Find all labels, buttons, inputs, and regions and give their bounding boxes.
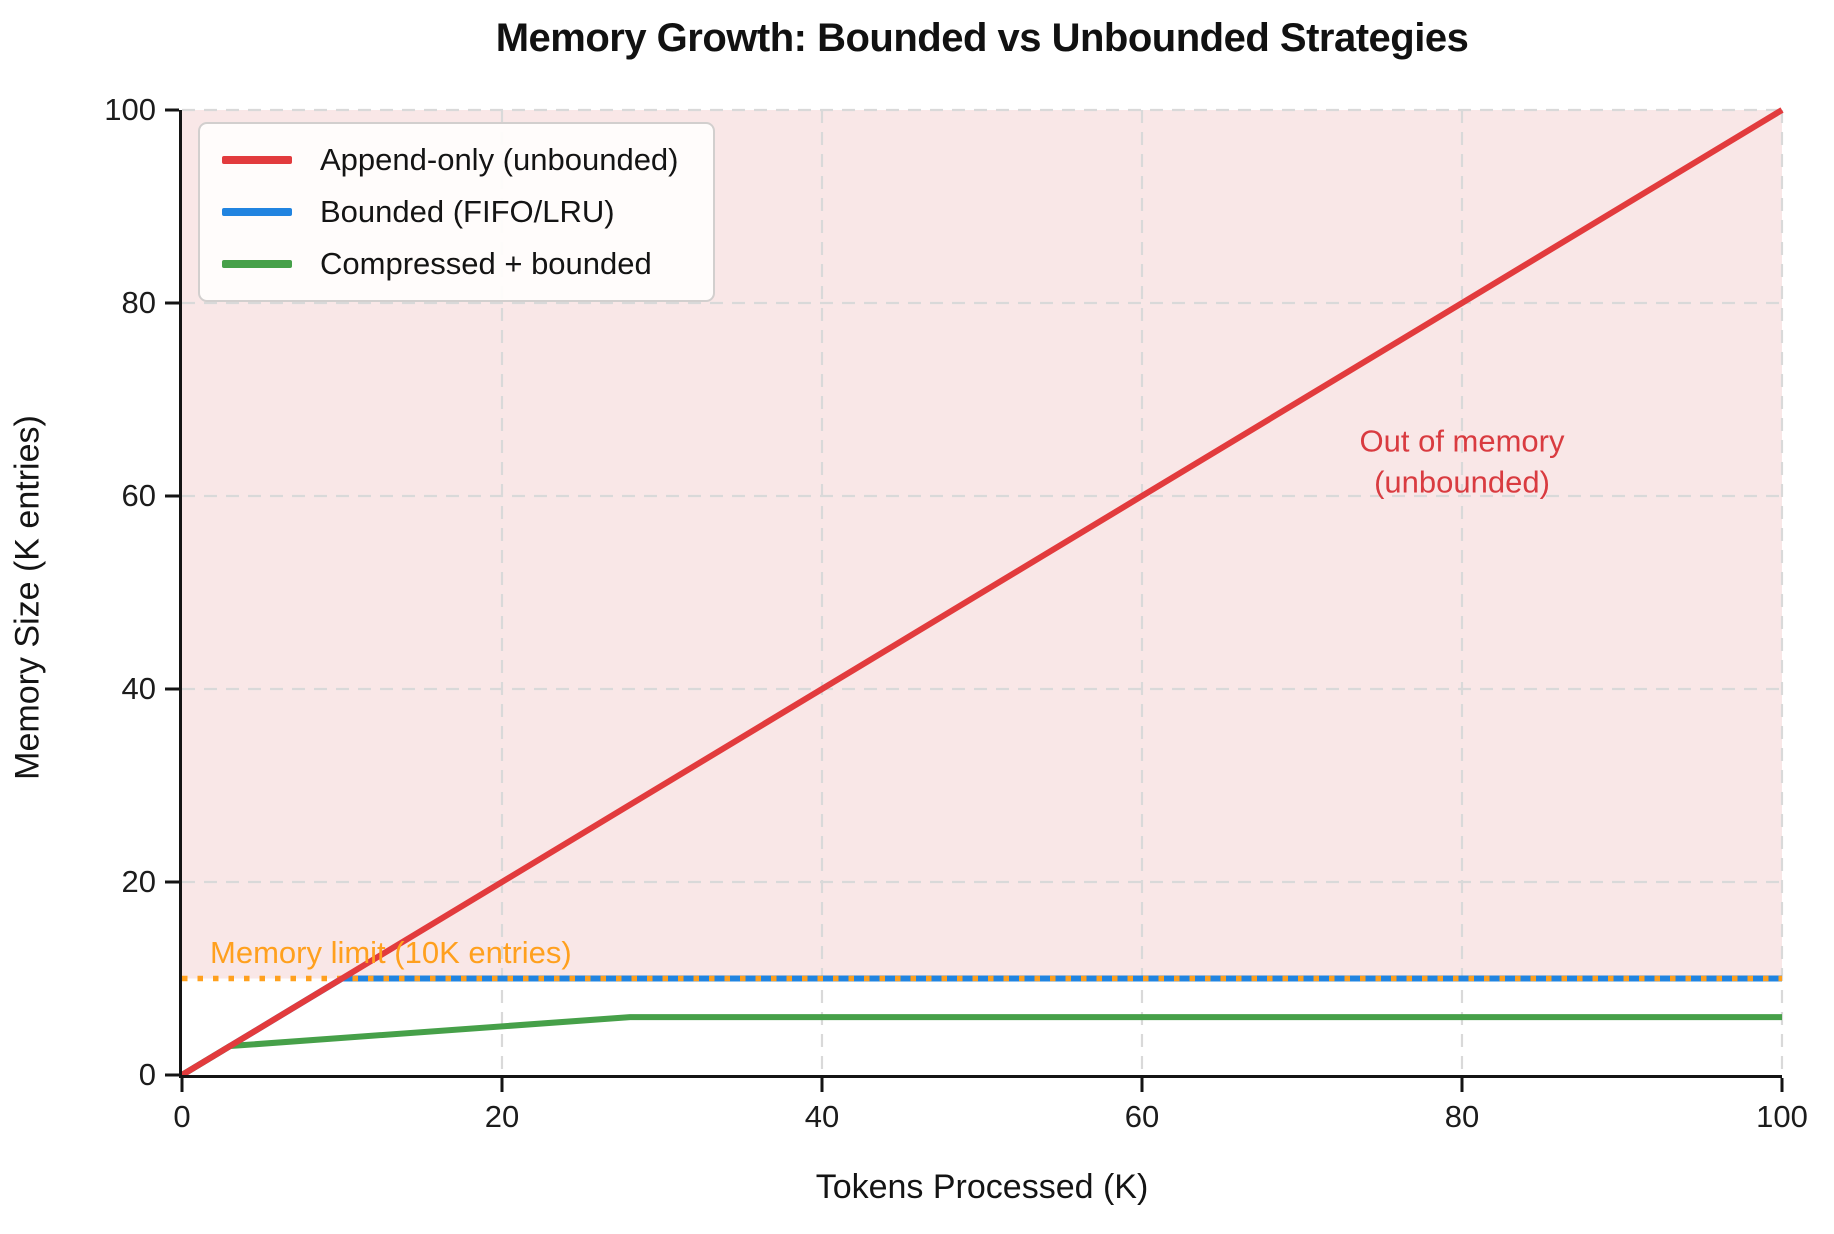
chart-title: Memory Growth: Bounded vs Unbounded Stra… — [495, 16, 1469, 60]
x-tick-label-60: 60 — [1124, 1099, 1160, 1134]
out-of-memory-annotation: Out of memory (unbounded) — [1360, 422, 1565, 503]
x-tick-label-20: 20 — [484, 1099, 520, 1134]
legend-item: Bounded (FIFO/LRU) — [222, 194, 679, 230]
y-tick-label-0: 0 — [138, 1057, 156, 1092]
y-axis-spine — [179, 110, 182, 1078]
x-tick-label-40: 40 — [804, 1099, 840, 1134]
y-tick-label-80: 80 — [121, 285, 156, 320]
y-tick-mark-80 — [165, 301, 179, 305]
series-line-bounded-fifo-lru- — [180, 975, 1782, 1078]
plot-area: 0 20 40 60 80 100 0 20 40 60 80 100 Append-only (un… — [104, 92, 1808, 1134]
y-tick-label-60: 60 — [121, 478, 156, 513]
legend-swatch — [222, 156, 292, 164]
legend-item-label: Bounded (FIFO/LRU) — [320, 194, 615, 229]
legend-swatch — [222, 260, 292, 268]
x-axis-spine — [179, 1075, 1782, 1078]
y-axis-label: Memory Size (K entries) — [8, 415, 47, 780]
legend-item-label: Append-only (unbounded) — [320, 142, 679, 177]
x-tick-mark-40 — [820, 1078, 824, 1092]
series-line-compressed-bounded — [180, 1014, 1782, 1078]
x-tick-mark-100 — [1780, 1078, 1784, 1092]
x-tick-label-80: 80 — [1444, 1099, 1480, 1134]
legend-item-label: Compressed + bounded — [320, 246, 652, 281]
y-tick-mark-20 — [165, 880, 179, 884]
x-tick-mark-60 — [1140, 1078, 1144, 1092]
y-tick-label-40: 40 — [121, 671, 156, 706]
y-tick-mark-40 — [165, 687, 179, 691]
y-tick-label-20: 20 — [121, 864, 156, 899]
legend: Append-only (unbounded) Bounded (FIFO/LRU… — [198, 122, 715, 302]
annotation-line-1: Out of memory — [1359, 423, 1565, 459]
annotation-line-2: (unbounded) — [1374, 464, 1550, 500]
legend-swatch — [222, 208, 292, 216]
x-tick-label-100: 100 — [1756, 1099, 1808, 1134]
memory-limit-label: Memory limit (10K entries) — [210, 934, 572, 970]
x-axis-label: Tokens Processed (K) — [815, 1168, 1149, 1206]
x-tick-mark-20 — [500, 1078, 504, 1092]
series-line-append-only-unbounded- — [180, 107, 1784, 1078]
y-tick-mark-0 — [165, 1073, 179, 1077]
legend-item: Append-only (unbounded) — [222, 142, 679, 178]
x-tick-mark-80 — [1460, 1078, 1464, 1092]
y-tick-label-100: 100 — [104, 92, 156, 127]
y-tick-mark-60 — [165, 494, 179, 498]
y-tick-mark-100 — [165, 108, 179, 112]
x-tick-mark-0 — [180, 1078, 184, 1092]
x-tick-label-0: 0 — [173, 1099, 191, 1134]
legend-item: Compressed + bounded — [222, 246, 679, 282]
